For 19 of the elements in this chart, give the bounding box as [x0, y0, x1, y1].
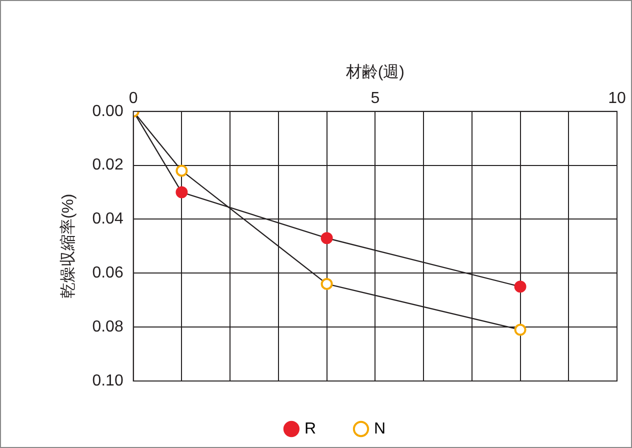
- legend-label: R: [304, 420, 316, 438]
- y-tick-label: 0.04: [92, 210, 124, 228]
- point: [176, 186, 188, 198]
- y-tick-label: 0.02: [92, 156, 124, 174]
- x-tick-label: 10: [608, 90, 626, 108]
- y-tick-label: 0.08: [92, 318, 124, 336]
- point: [320, 232, 333, 244]
- y-tick-label: 0.06: [92, 264, 124, 282]
- x-axis-title: 材齢(週): [344, 63, 404, 82]
- y-axis-title: 乾燥収縮率(%): [59, 194, 78, 299]
- legend-label: N: [374, 420, 386, 438]
- x-tick-label: 0: [128, 90, 138, 108]
- y-tick-label: 0.10: [92, 372, 124, 390]
- y-tick-label: 0.00: [92, 102, 124, 120]
- point: [320, 278, 333, 290]
- x-tick-label: 5: [370, 90, 380, 108]
- point: [514, 324, 526, 336]
- point: [176, 164, 188, 177]
- point: [514, 280, 526, 293]
